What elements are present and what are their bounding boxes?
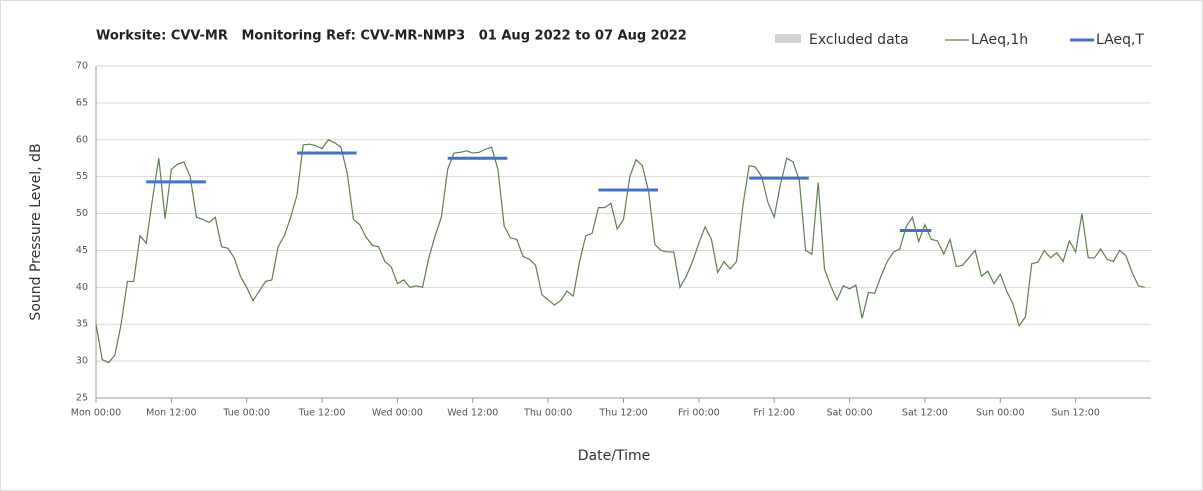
y-tick-label: 65 <box>76 97 88 108</box>
y-tick-label: 55 <box>76 171 88 182</box>
x-tick-label: Sun 12:00 <box>1051 408 1099 419</box>
y-tick-label: 70 <box>76 61 88 72</box>
x-tick-label: Fri 12:00 <box>753 408 795 419</box>
y-tick-label: 25 <box>76 393 88 404</box>
y-tick-label: 45 <box>76 245 88 256</box>
x-tick-label: Fri 00:00 <box>678 408 720 419</box>
legend-label: Excluded data <box>809 32 909 48</box>
x-tick-label: Sun 00:00 <box>976 408 1024 419</box>
x-tick-label: Wed 12:00 <box>447 408 498 419</box>
x-axis-label: Date/Time <box>578 448 650 464</box>
x-tick-label: Tue 12:00 <box>298 408 346 419</box>
x-tick-label: Sat 12:00 <box>902 408 948 419</box>
x-tick-label: Mon 00:00 <box>71 408 121 419</box>
x-tick-label: Wed 00:00 <box>372 408 423 419</box>
y-tick-label: 35 <box>76 319 88 330</box>
y-tick-label: 30 <box>76 356 88 367</box>
x-tick-label: Thu 12:00 <box>598 408 647 419</box>
y-tick-label: 50 <box>76 208 88 219</box>
x-tick-label: Sat 00:00 <box>827 408 873 419</box>
legend-label: LAeq,T <box>1096 32 1144 48</box>
x-tick-label: Tue 00:00 <box>222 408 270 419</box>
legend-label: LAeq,1h <box>971 32 1028 48</box>
legend-swatch <box>775 34 801 43</box>
y-tick-label: 40 <box>76 282 88 293</box>
y-axis-label: Sound Pressure Level, dB <box>28 143 44 320</box>
x-tick-label: Thu 00:00 <box>523 408 572 419</box>
x-tick-label: Mon 12:00 <box>146 408 196 419</box>
line-series <box>95 139 1145 364</box>
chart-title: Worksite: CVV-MR Monitoring Ref: CVV-MR-… <box>96 29 687 44</box>
y-tick-label: 60 <box>76 134 88 145</box>
